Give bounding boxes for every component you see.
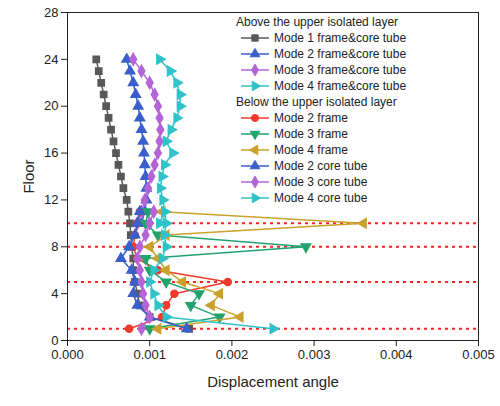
svg-text:0.005: 0.005 (462, 347, 495, 362)
html-text:Mode 4 core tube: Mode 4 core tube (274, 191, 368, 205)
html-text:Mode 3 core tube: Mode 3 core tube (274, 175, 368, 189)
svg-text:0.001: 0.001 (133, 347, 166, 362)
svg-text:0.000: 0.000 (51, 347, 84, 362)
svg-text:0.003: 0.003 (298, 347, 331, 362)
svg-text:28: 28 (44, 5, 58, 20)
html-text:Mode 4 frame&core tube: Mode 4 frame&core tube (274, 79, 407, 93)
svg-text:0.002: 0.002 (216, 347, 249, 362)
html-text:Mode 4 frame: Mode 4 frame (274, 143, 348, 157)
svg-text:4: 4 (51, 286, 58, 301)
html-text:Above the upper isolated layer: Above the upper isolated layer (236, 15, 399, 29)
svg-text:16: 16 (44, 145, 58, 160)
html-text:Mode 3 frame&core tube: Mode 3 frame&core tube (274, 63, 407, 77)
svg-text:0.004: 0.004 (380, 347, 413, 362)
html-text:Below the upper isolated layer: Below the upper isolated layer (236, 95, 397, 109)
svg-text:0: 0 (51, 333, 58, 348)
svg-text:24: 24 (44, 52, 58, 67)
html-text:Mode 2 frame: Mode 2 frame (274, 111, 348, 125)
svg-text:Displacement angle: Displacement angle (207, 373, 339, 390)
html-text:Mode 3 frame: Mode 3 frame (274, 127, 348, 141)
svg-text:20: 20 (44, 98, 58, 113)
svg-text:Floor: Floor (20, 159, 37, 193)
html-text:Mode 2 core tube: Mode 2 core tube (274, 159, 368, 173)
html-text:Mode 1 frame&core tube: Mode 1 frame&core tube (274, 31, 407, 45)
html-text:Mode 2 frame&core tube: Mode 2 frame&core tube (274, 47, 407, 61)
svg-text:8: 8 (51, 239, 58, 254)
svg-text:12: 12 (44, 192, 58, 207)
